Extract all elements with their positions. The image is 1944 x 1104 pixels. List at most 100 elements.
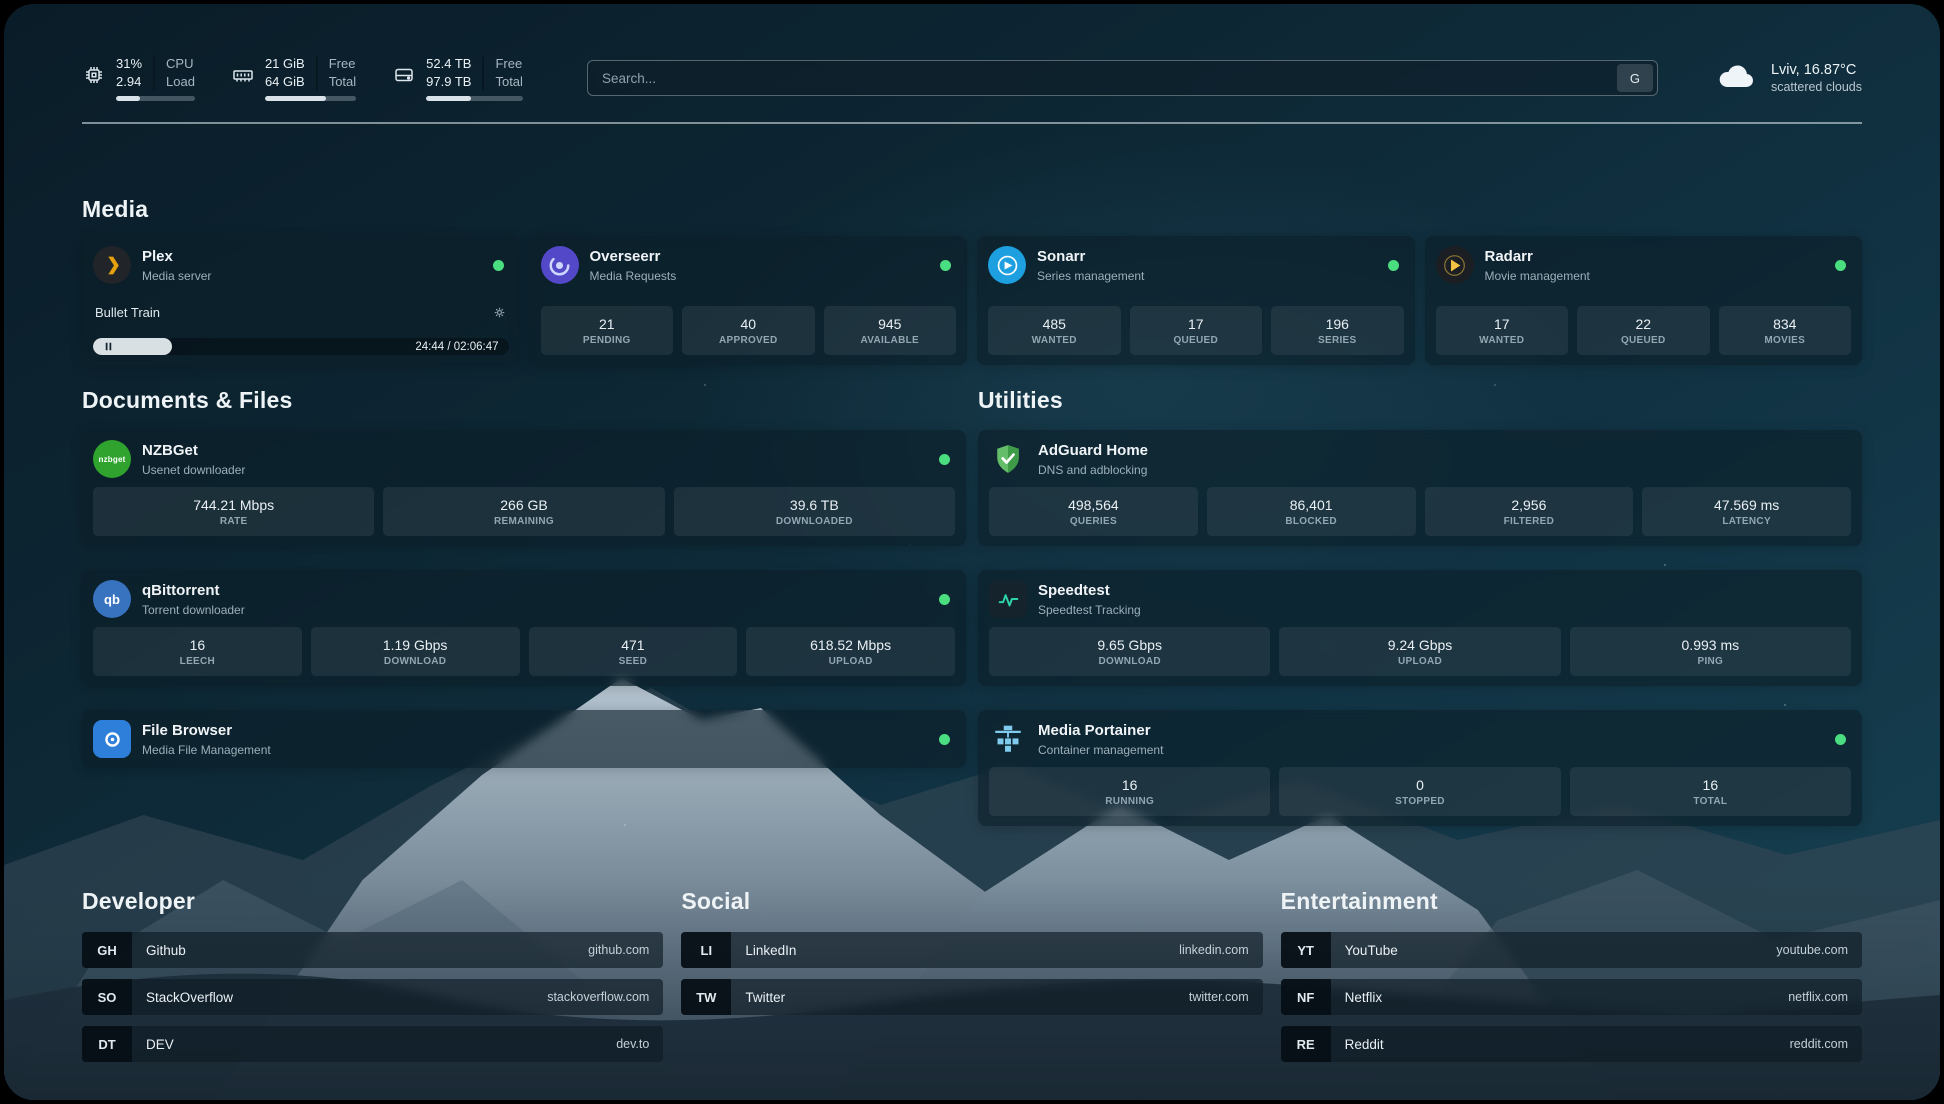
bookmark-youtube[interactable]: YT YouTube youtube.com <box>1280 932 1862 968</box>
stat-label: BLOCKED <box>1285 515 1337 527</box>
stat-box-download: 1.19 Gbps DOWNLOAD <box>310 627 520 676</box>
stat-value: 945 <box>878 315 902 332</box>
service-card-adguard[interactable]: AdGuard Home DNS and adblocking 498,564 QUE… <box>978 430 1862 546</box>
cpu-usage-bar <box>116 96 141 102</box>
service-card-header: Speedtest Speedtest Tracking <box>989 580 1851 618</box>
stat-value: 17 <box>1187 315 1204 332</box>
search-input[interactable] <box>587 70 1617 86</box>
service-card-radarr[interactable]: Radarr Movie management 17 WANTED 22 QUEUED 83… <box>1424 236 1862 365</box>
service-meta: NZBGet Usenet downloader <box>142 442 245 477</box>
status-dot <box>939 453 950 465</box>
stat-label: STOPPED <box>1395 795 1445 807</box>
service-meta: Media Portainer Container management <box>1038 722 1163 757</box>
stat-value: 618.52 Mbps <box>810 636 892 653</box>
bookmark-url: linkedin.com <box>1179 943 1249 957</box>
player-time: 24:44 / 02:06:47 <box>415 340 499 353</box>
plex-icon <box>93 246 131 284</box>
nzbget-icon: nzbget <box>93 440 131 478</box>
service-name: Overseerr <box>589 247 661 265</box>
stat-box-downloaded: 39.6 TB DOWNLOADED <box>673 487 955 536</box>
stat-value: 744.21 Mbps <box>193 496 275 513</box>
status-dot <box>492 259 504 271</box>
stat-value: 21 <box>598 315 615 332</box>
service-card-overseerr[interactable]: Overseerr Media Requests 21 PENDING 40 APPROV… <box>529 236 967 365</box>
now-playing-row: Bullet Train <box>93 305 509 320</box>
bookmark-abbr: YT <box>1280 932 1331 968</box>
service-description: Series management <box>1037 268 1145 283</box>
service-meta: Radarr Movie management <box>1485 248 1590 283</box>
stat-box-queued: 17 QUEUED <box>1129 306 1262 355</box>
service-stats: 16 LEECH 1.19 Gbps DOWNLOAD 471 SEED 618.52 Mb… <box>93 627 955 676</box>
stat-value: 2,956 <box>1511 496 1547 513</box>
stat-label: QUEUED <box>1620 334 1666 346</box>
service-stats: 485 WANTED 17 QUEUED 196 SERIES <box>988 306 1404 355</box>
service-card-plex[interactable]: Plex Media server Bullet Train 24:44 / 02:0… <box>82 236 520 365</box>
stat-label: WANTED <box>1479 334 1525 346</box>
bookmark-twitter[interactable]: TW Twitter twitter.com <box>681 979 1263 1015</box>
bookmark-url: dev.to <box>616 1037 650 1051</box>
service-card-filebrowser[interactable]: File Browser Media File Management <box>82 710 966 768</box>
columns-wrapper: Documents & Files nzbget NZBGet Usenet dow… <box>82 387 1862 826</box>
service-stats: 16 RUNNING 0 STOPPED 16 TOTAL <box>989 767 1851 816</box>
bookmark-github[interactable]: GH Github github.com <box>82 932 664 968</box>
stat-label: QUEUED <box>1173 334 1219 346</box>
bookmark-stackoverflow[interactable]: SO StackOverflow stackoverflow.com <box>82 979 664 1015</box>
bookmark-url: youtube.com <box>1776 943 1848 957</box>
stat-label: DOWNLOAD <box>1098 655 1161 667</box>
stat-value: 39.6 TB <box>789 496 839 513</box>
service-description: DNS and adblocking <box>1038 462 1148 477</box>
radarr-icon <box>1435 246 1474 284</box>
section-title-media: Media <box>82 196 149 222</box>
service-description: Speedtest Tracking <box>1038 602 1141 617</box>
stat-box-wanted: 17 WANTED <box>1435 306 1568 355</box>
stat-value: 0 <box>1416 776 1424 793</box>
service-description: Container management <box>1038 742 1164 757</box>
player-progress-bar: 24:44 / 02:06:47 <box>93 338 509 355</box>
disk-usage-track <box>426 96 523 102</box>
service-card-header: Plex Media server <box>93 246 509 284</box>
bookmark-group-title: Social <box>681 888 751 914</box>
stat-label: RATE <box>219 515 248 527</box>
service-card-qbittorrent[interactable]: qb qBittorrent Torrent downloader 16 LEECH 1.… <box>82 570 966 686</box>
bookmark-name: Twitter <box>745 989 786 1005</box>
bookmark-abbr: NF <box>1280 979 1331 1015</box>
stat-label: LATENCY <box>1722 515 1771 527</box>
bookmark-abbr: DT <box>82 1026 132 1062</box>
documents-cards-stack: nzbget NZBGet Usenet downloader 744.21 Mbps… <box>82 430 966 768</box>
gear-icon[interactable] <box>492 305 507 320</box>
stat-box-blocked: 86,401 BLOCKED <box>1206 487 1416 536</box>
bookmark-reddit[interactable]: RE Reddit reddit.com <box>1280 1026 1862 1062</box>
service-card-nzbget[interactable]: nzbget NZBGet Usenet downloader 744.21 Mbps… <box>82 430 966 546</box>
service-card-sonarr[interactable]: Sonarr Series management 485 WANTED 17 QUEUED… <box>977 236 1415 365</box>
stat-box-seed: 471 SEED <box>528 627 738 676</box>
weather-text: Lviv, 16.87°C scattered clouds <box>1771 62 1862 94</box>
memory-total: 64 GiB <box>264 73 305 89</box>
memory-usage-track <box>264 96 357 102</box>
search-engine-button[interactable]: G <box>1616 64 1653 92</box>
disk-usage-bar <box>426 96 471 102</box>
bookmark-netflix[interactable]: NF Netflix netflix.com <box>1280 979 1862 1015</box>
bookmark-group-title: Developer <box>82 888 196 914</box>
section-media: Media Plex Media server Bullet Train 24:44 … <box>82 196 1862 365</box>
service-card-speedtest[interactable]: Speedtest Speedtest Tracking 9.65 Gbps DOWN… <box>978 570 1862 686</box>
bookmark-group-social: Social LI LinkedIn linkedin.com TW Twitter twi… <box>681 888 1263 1073</box>
stat-box-available: 945 AVAILABLE <box>823 306 956 355</box>
service-card-header: File Browser Media File Management <box>93 720 955 758</box>
service-card-portainer[interactable]: Media Portainer Container management 16 RUN… <box>978 710 1862 826</box>
bookmark-dev[interactable]: DT DEV dev.to <box>82 1026 664 1062</box>
portainer-icon <box>989 720 1027 758</box>
service-meta: Sonarr Series management <box>1037 248 1144 283</box>
stat-value: 47.569 ms <box>1713 496 1780 513</box>
stat-label: RUNNING <box>1105 795 1155 807</box>
service-name: Radarr <box>1484 247 1533 265</box>
weather-condition: scattered clouds <box>1770 80 1862 94</box>
bookmark-abbr: TW <box>681 979 732 1015</box>
cpu-loadavg: 2.94 <box>116 73 142 89</box>
stat-value: 196 <box>1325 315 1349 332</box>
memory-free-label: Free <box>328 55 356 71</box>
pause-button[interactable] <box>95 338 121 355</box>
memory-usage-bar <box>264 96 327 102</box>
bookmark-url: github.com <box>588 943 650 957</box>
service-meta: Speedtest Speedtest Tracking <box>1038 582 1141 617</box>
bookmark-linkedin[interactable]: LI LinkedIn linkedin.com <box>681 932 1263 968</box>
